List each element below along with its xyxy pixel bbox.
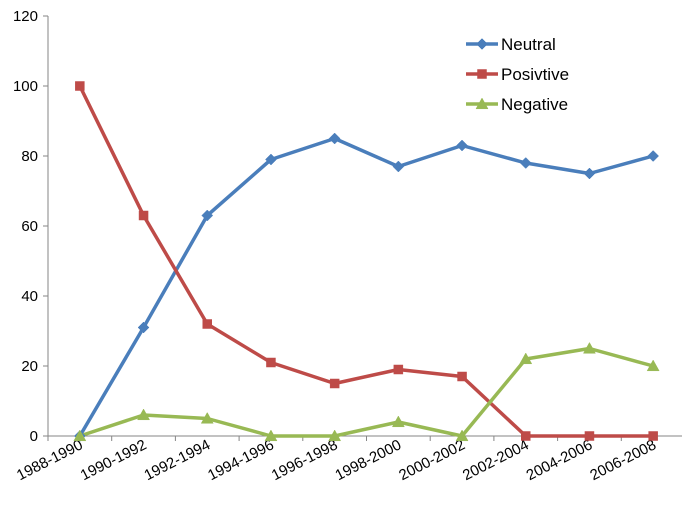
y-tick-label: 20 (21, 358, 38, 375)
data-point-posivtive (584, 431, 595, 441)
data-point-negative (583, 341, 596, 354)
data-point-posivtive (457, 371, 467, 382)
legend-marker-negative (475, 97, 489, 110)
data-point-posivtive (266, 357, 276, 368)
legend-marker-posivtive (477, 69, 487, 79)
data-point-neutral (328, 132, 341, 145)
data-point-negative (137, 408, 150, 421)
y-tick-label: 40 (21, 288, 38, 305)
y-tick-label: 0 (30, 428, 38, 445)
data-point-negative (200, 411, 214, 424)
data-point-neutral (519, 157, 532, 169)
data-point-negative (391, 415, 405, 428)
axes: 0 20 40 60 80 100 120 1988-19901990-19921992-19… (13, 8, 682, 484)
x-tick-label: 2000-2002 (396, 436, 468, 484)
y-tick-label: 80 (21, 148, 38, 165)
data-point-negative (264, 429, 278, 442)
data-point-posivtive (648, 431, 658, 441)
x-tick-label: 1992-1994 (141, 436, 213, 484)
data-point-posivtive (138, 210, 149, 221)
data-point-negative (328, 429, 342, 442)
series-line-neutral (78, 136, 655, 438)
data-point-posivtive (75, 81, 85, 91)
data-point-posivtive (329, 378, 340, 389)
x-tick-label: 1990-1992 (78, 436, 150, 484)
data-point-neutral (201, 209, 214, 222)
x-tick-label: 1994-1996 (205, 436, 277, 484)
legend-label-neutral: Neutral (501, 35, 556, 54)
x-tick-label: 1988-1990 (14, 436, 86, 484)
data-point-neutral (583, 167, 596, 180)
series-line-negative (78, 346, 655, 438)
data-point-negative (519, 352, 533, 365)
x-tick-label: 1996-1998 (269, 436, 341, 484)
y-tick-label: 120 (13, 8, 38, 25)
legend-label-posivtive: Posivtive (501, 65, 569, 84)
x-tick-label: 2002-2004 (460, 436, 532, 484)
x-tick-label: 2006-2008 (587, 436, 659, 484)
data-point-neutral (265, 153, 277, 166)
legend-marker-neutral (476, 38, 488, 50)
data-point-neutral (647, 150, 660, 162)
data-point-negative (646, 359, 660, 372)
legend-label-negative: Negative (501, 95, 568, 114)
data-point-negative (455, 429, 469, 442)
data-point-posivtive (202, 319, 212, 329)
legend: Neutral Posivtive Negative (466, 35, 569, 114)
data-point-posivtive (521, 431, 531, 441)
y-tick-label: 100 (13, 78, 38, 95)
data-point-neutral (137, 321, 150, 334)
y-tick-label: 60 (21, 218, 38, 235)
data-point-posivtive (393, 364, 404, 375)
x-tick-label: 1998-2000 (333, 436, 405, 484)
data-point-negative (73, 429, 87, 442)
series-markers (73, 81, 660, 442)
series-lines (78, 84, 655, 438)
data-point-neutral (456, 139, 468, 152)
data-point-neutral (392, 160, 405, 173)
series-line-posivtive (78, 84, 655, 438)
x-tick-label: 2004-2006 (524, 436, 596, 484)
